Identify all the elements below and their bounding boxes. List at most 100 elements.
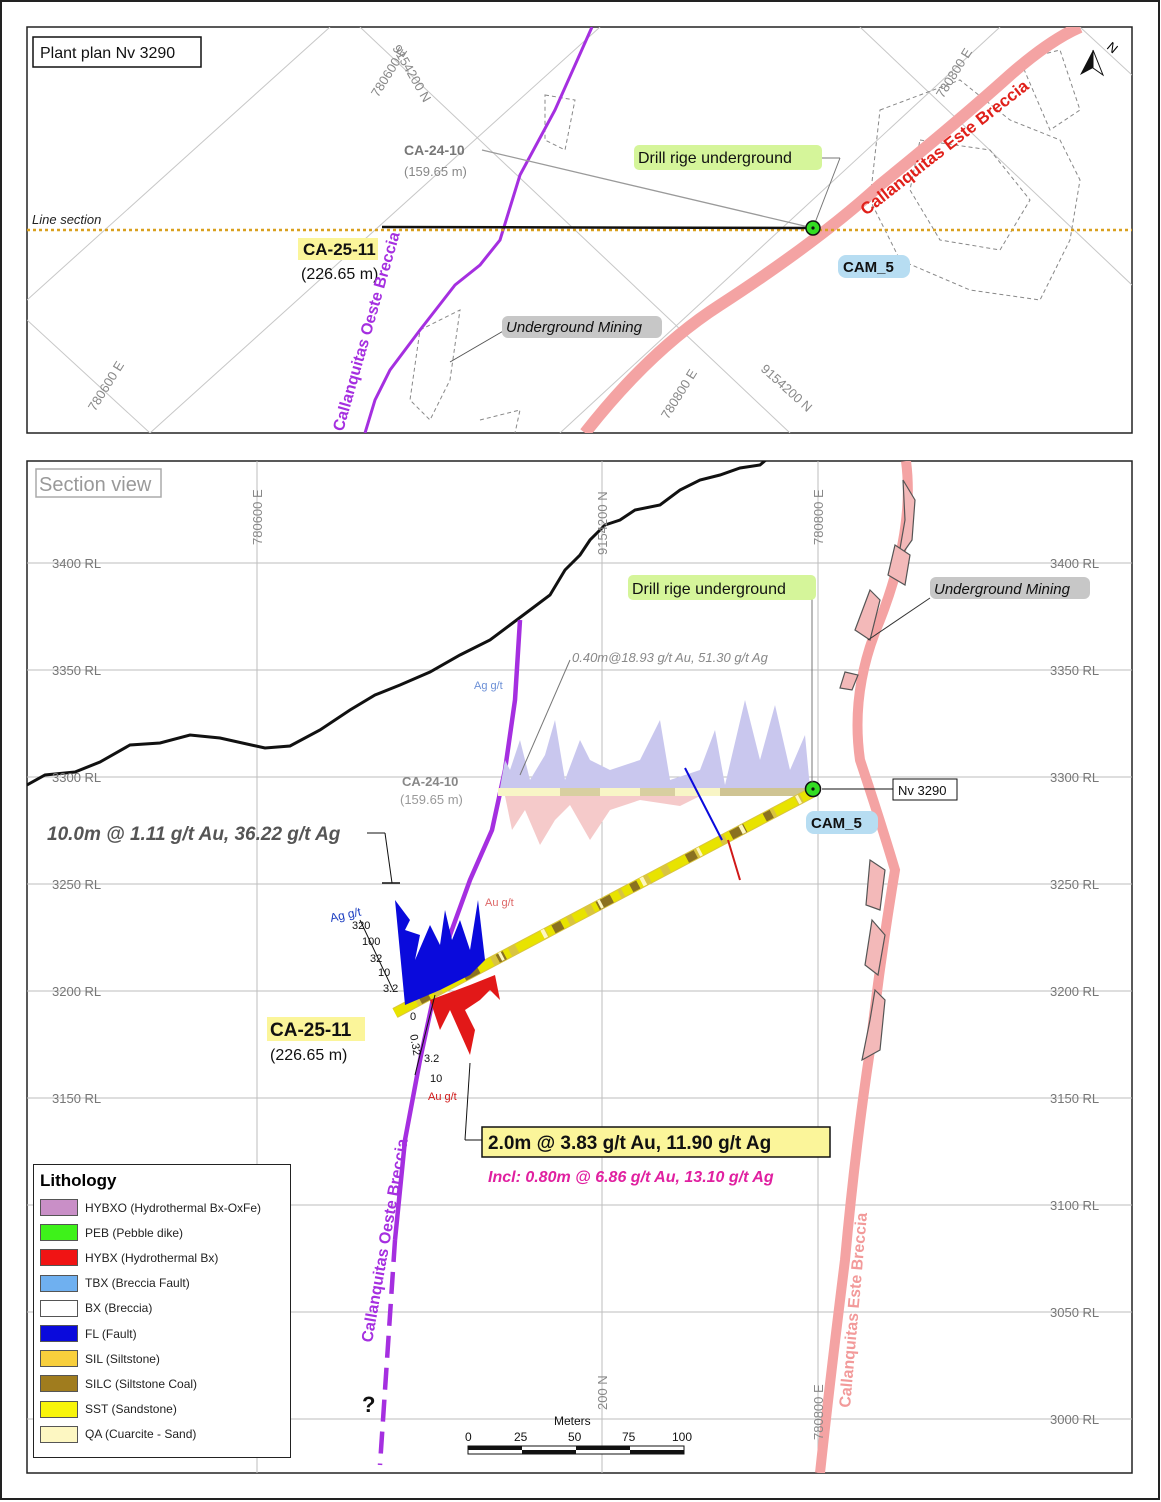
plan-line-section-label: Line section xyxy=(32,212,101,227)
section-view: Section view 780600 E 9154200 N 780800 E… xyxy=(26,460,1133,1474)
plan-title: Plant plan Nv 3290 xyxy=(40,45,175,62)
section-hole-11-name: CA-25-11 xyxy=(270,1020,352,1041)
north-arrow-icon: N xyxy=(1080,39,1121,77)
legend-item: PEB (Pebble dike) xyxy=(34,1220,290,1245)
legend-item: SILC (Siltstone Coal) xyxy=(34,1371,290,1396)
intercept-a: 10.0m @ 1.11 g/t Au, 36.22 g/t Ag xyxy=(47,824,341,845)
legend-swatch xyxy=(40,1199,78,1217)
legend-swatch xyxy=(40,1375,78,1393)
legend-label: HYBXO (Hydrothermal Bx-OxFe) xyxy=(85,1200,262,1215)
legend-item: SST (Sandstone) xyxy=(34,1397,290,1422)
section-underground-leader xyxy=(867,597,931,641)
plan-hole-11-highlight xyxy=(298,238,378,260)
svg-text:100: 100 xyxy=(362,936,380,948)
nv-3290-label: Nv 3290 xyxy=(898,783,946,798)
section-grid-label: 9154200 N xyxy=(595,491,610,555)
au-axis-small-title: Au g/t xyxy=(485,897,514,909)
legend-swatch xyxy=(40,1350,78,1368)
plan-title-box xyxy=(32,36,202,68)
section-grid-label: 200 N xyxy=(595,1375,610,1410)
section-este-breccia xyxy=(815,461,913,1473)
legend-label: SILC (Siltstone Coal) xyxy=(85,1376,198,1391)
svg-text:3.2: 3.2 xyxy=(424,1053,439,1065)
section-cam5-badge xyxy=(806,811,878,834)
svg-text:3.2: 3.2 xyxy=(383,983,398,995)
legend-label: FL (Fault) xyxy=(85,1326,137,1341)
plan-cam5-label: CAM_5 xyxy=(843,259,894,276)
plan-hole-11-name: CA-25-11 xyxy=(303,240,376,259)
legend-swatch xyxy=(40,1299,78,1317)
legend-item: SIL (Siltstone) xyxy=(34,1346,290,1371)
legend-label: HYBX (Hydrothermal Bx) xyxy=(85,1250,219,1265)
section-cam5-label: CAM_5 xyxy=(811,815,862,832)
plan-underground-workings xyxy=(409,49,1081,433)
legend-label: TBX (Breccia Fault) xyxy=(85,1276,190,1291)
section-drill-rig-label: Drill rige underground xyxy=(632,581,786,598)
section-underground-workings xyxy=(839,479,916,1062)
plan-underground-badge xyxy=(502,316,662,338)
section-grid-label: 780800 E xyxy=(811,489,826,545)
legend-label: QA (Cuarcite - Sand) xyxy=(85,1427,197,1442)
legend-item: HYBXO (Hydrothermal Bx-OxFe) xyxy=(34,1195,290,1220)
plan-oeste-breccia xyxy=(363,27,594,433)
svg-text:0.32: 0.32 xyxy=(407,1033,423,1056)
svg-text:3400 RL: 3400 RL xyxy=(52,556,101,571)
section-oeste-breccia-inferred xyxy=(377,1239,398,1466)
legend-item: QA (Cuarcite - Sand) xyxy=(34,1422,290,1447)
section-intercept-10-leader xyxy=(519,659,571,776)
svg-text:3150 RL: 3150 RL xyxy=(1050,1091,1099,1106)
section-hole-10-length: (159.65 m) xyxy=(400,792,463,807)
plan-underground-label: Underground Mining xyxy=(506,319,643,336)
section-underground-badge xyxy=(930,577,1090,599)
intercept-c: Incl: 0.80m @ 6.86 g/t Au, 13.10 g/t Ag xyxy=(488,1169,774,1186)
section-drill-rig-badge xyxy=(628,575,816,600)
svg-text:3350 RL: 3350 RL xyxy=(1050,663,1099,678)
scale-title: Meters xyxy=(554,1414,591,1428)
svg-text:0: 0 xyxy=(410,1011,416,1023)
svg-text:3400 RL: 3400 RL xyxy=(1050,556,1099,571)
svg-text:50: 50 xyxy=(568,1430,582,1444)
svg-text:3200 RL: 3200 RL xyxy=(52,984,101,999)
legend-swatch xyxy=(40,1274,78,1292)
svg-text:3100 RL: 3100 RL xyxy=(1050,1198,1099,1213)
section-hole-ca-24-10 xyxy=(498,700,814,845)
plan-cam5-badge xyxy=(838,255,910,278)
section-hole-11-highlight xyxy=(267,1017,365,1041)
section-hole-11-length: (226.65 m) xyxy=(270,1047,347,1064)
legend-title: Lithology xyxy=(40,1171,117,1190)
legend-swatch xyxy=(40,1325,78,1343)
svg-text:3000 RL: 3000 RL xyxy=(1050,1412,1099,1427)
plan-hole-ca-25-11 xyxy=(381,225,814,230)
section-title-box xyxy=(35,468,162,498)
section-intercept-10: 0.40m@18.93 g/t Au, 51.30 g/t Ag xyxy=(572,650,769,665)
legend-item: BX (Breccia) xyxy=(34,1296,290,1321)
ag-axis-small-title: Ag g/t xyxy=(474,680,503,692)
section-topography xyxy=(27,461,767,787)
legend-label: SIL (Siltstone) xyxy=(85,1351,160,1366)
section-grid-label: 780800 E xyxy=(811,1384,826,1440)
svg-text:3250 RL: 3250 RL xyxy=(52,877,101,892)
question-mark: ? xyxy=(362,1392,375,1417)
svg-text:3300 RL: 3300 RL xyxy=(52,770,101,785)
legend-swatch xyxy=(40,1224,78,1242)
svg-text:25: 25 xyxy=(514,1430,528,1444)
section-underground-label: Underground Mining xyxy=(934,581,1071,598)
svg-text:3250 RL: 3250 RL xyxy=(1050,877,1099,892)
plan-hole-ca-24-10 xyxy=(481,149,814,229)
section-hole-10-name: CA-24-10 xyxy=(402,774,458,789)
legend-item: TBX (Breccia Fault) xyxy=(34,1271,290,1296)
rl-labels: 3400 RL 3350 RL 3300 RL 3250 RL 3200 RL … xyxy=(52,556,1099,1427)
legend-item: FL (Fault) xyxy=(34,1321,290,1346)
legend-swatch xyxy=(40,1425,78,1443)
lithology-legend: Lithology HYBXO (Hydrothermal Bx-OxFe) PE… xyxy=(33,1164,291,1458)
scale-bar: Meters 0 25 50 75 100 xyxy=(465,1414,692,1455)
plan-drill-rig-badge xyxy=(634,145,822,170)
svg-text:0: 0 xyxy=(465,1430,472,1444)
section-grid-label: 780600 E xyxy=(250,489,265,545)
plan-hole-10-length: (159.65 m) xyxy=(404,164,467,179)
plan-hole-10-name: CA-24-10 xyxy=(404,142,465,158)
plan-underground-leader xyxy=(449,329,506,363)
au-axis-title: Au g/t xyxy=(428,1091,457,1103)
plan-este-breccia xyxy=(580,27,1083,433)
